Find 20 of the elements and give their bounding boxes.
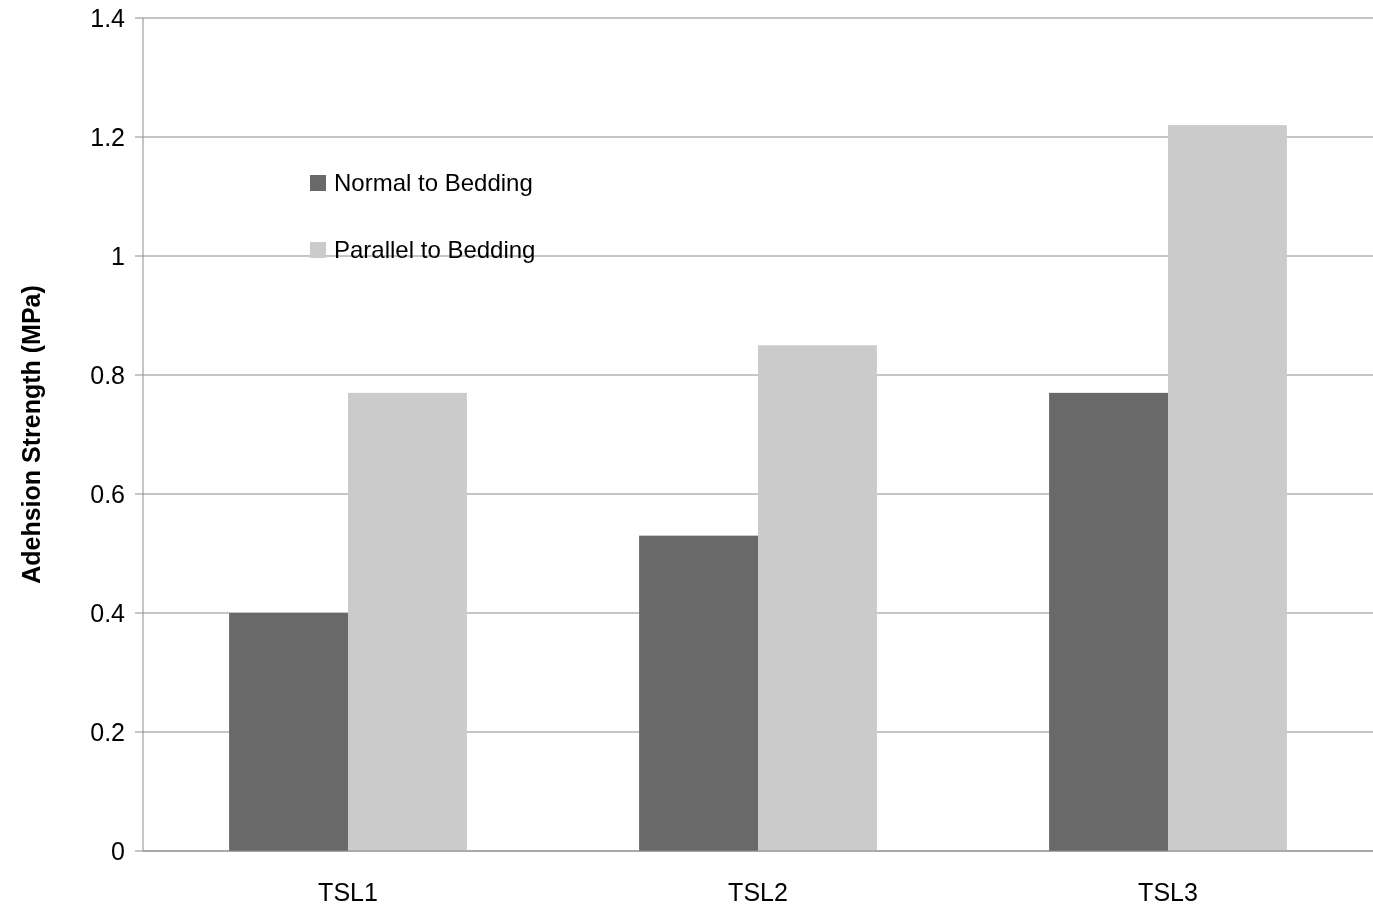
y-tick-label: 1.4 bbox=[90, 3, 126, 32]
bar bbox=[229, 613, 348, 851]
x-tick-label: TSL3 bbox=[1138, 878, 1198, 906]
bar bbox=[1049, 392, 1168, 851]
bar bbox=[639, 535, 758, 851]
y-tick-label: 0 bbox=[111, 836, 125, 865]
y-tick-label: 1.2 bbox=[90, 122, 125, 151]
y-tick-label: 0.6 bbox=[90, 479, 125, 508]
x-tick-label: TSL1 bbox=[318, 878, 378, 906]
legend-label: Parallel to Bedding bbox=[334, 236, 536, 264]
y-axis-title: Adehsion Strength (MPa) bbox=[17, 285, 45, 584]
bar bbox=[758, 345, 877, 851]
x-tick-label: TSL2 bbox=[728, 878, 788, 906]
bar bbox=[1168, 125, 1287, 851]
legend-label: Normal to Bedding bbox=[334, 169, 533, 197]
bar bbox=[348, 392, 467, 851]
y-tick-label: 1 bbox=[111, 241, 125, 270]
y-tick-label: 0.4 bbox=[90, 598, 126, 627]
y-tick-label: 0.8 bbox=[90, 360, 125, 389]
y-tick-label: 0.2 bbox=[90, 717, 125, 746]
